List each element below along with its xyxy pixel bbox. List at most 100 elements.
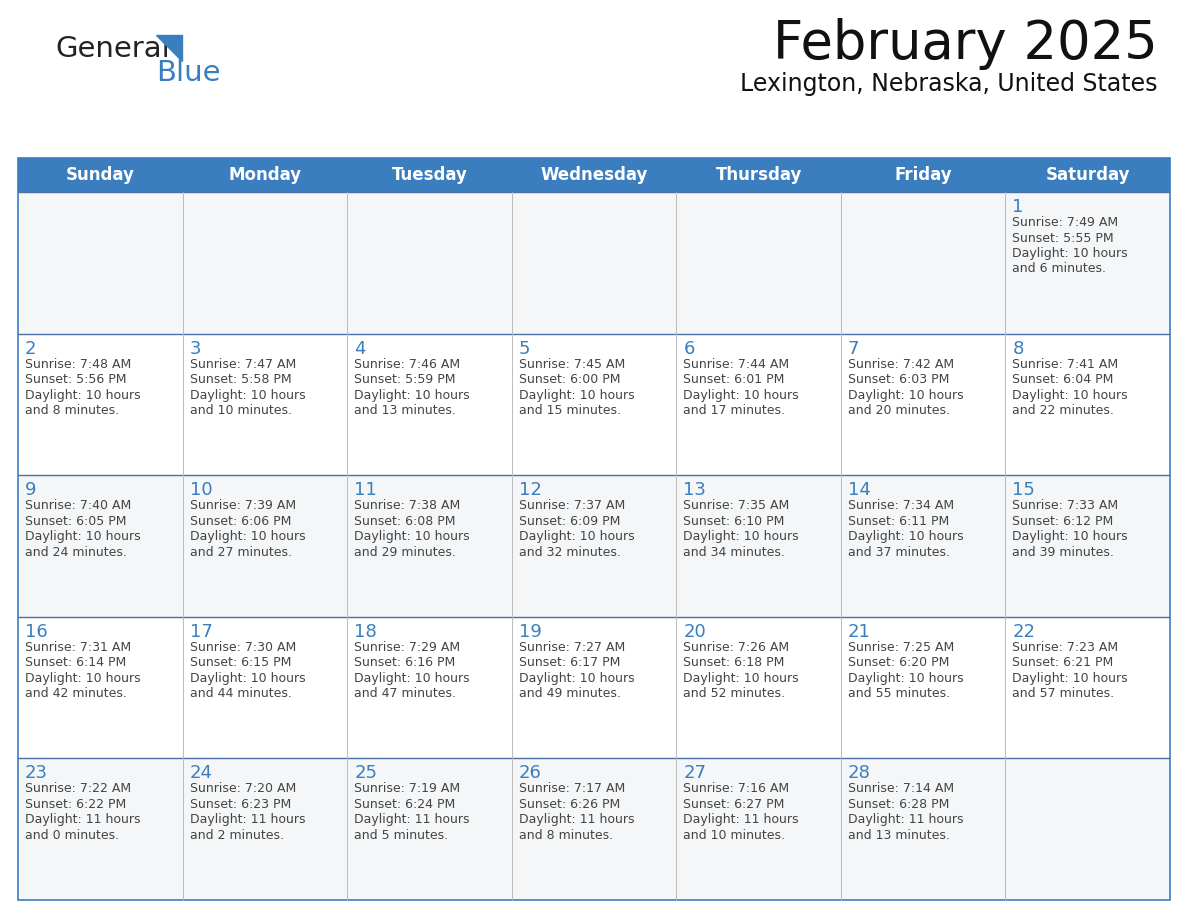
Text: and 10 minutes.: and 10 minutes. <box>683 829 785 842</box>
Bar <box>18 192 183 333</box>
Text: Sunset: 5:55 PM: Sunset: 5:55 PM <box>1012 231 1114 244</box>
Text: and 29 minutes.: and 29 minutes. <box>354 545 456 559</box>
Text: Daylight: 10 hours: Daylight: 10 hours <box>519 672 634 685</box>
Text: Sunset: 6:09 PM: Sunset: 6:09 PM <box>519 515 620 528</box>
Text: Friday: Friday <box>895 166 952 184</box>
Text: Sunrise: 7:33 AM: Sunrise: 7:33 AM <box>1012 499 1119 512</box>
Text: 28: 28 <box>848 765 871 782</box>
Text: February 2025: February 2025 <box>773 18 1158 70</box>
Text: Sunrise: 7:35 AM: Sunrise: 7:35 AM <box>683 499 790 512</box>
Text: Sunrise: 7:48 AM: Sunrise: 7:48 AM <box>25 358 131 371</box>
Text: and 13 minutes.: and 13 minutes. <box>354 404 456 417</box>
Text: Sunset: 6:14 PM: Sunset: 6:14 PM <box>25 656 126 669</box>
Text: Daylight: 10 hours: Daylight: 10 hours <box>848 531 963 543</box>
Text: Sunrise: 7:49 AM: Sunrise: 7:49 AM <box>1012 216 1119 229</box>
Text: Sunset: 6:17 PM: Sunset: 6:17 PM <box>519 656 620 669</box>
Text: Daylight: 11 hours: Daylight: 11 hours <box>848 813 963 826</box>
Text: Sunrise: 7:26 AM: Sunrise: 7:26 AM <box>683 641 789 654</box>
Text: 6: 6 <box>683 340 695 358</box>
Text: Sunrise: 7:34 AM: Sunrise: 7:34 AM <box>848 499 954 512</box>
Text: Sunset: 6:22 PM: Sunset: 6:22 PM <box>25 798 126 811</box>
Text: and 49 minutes.: and 49 minutes. <box>519 688 620 700</box>
Text: Sunset: 5:56 PM: Sunset: 5:56 PM <box>25 373 126 386</box>
Text: Wednesday: Wednesday <box>541 166 647 184</box>
Text: Sunrise: 7:30 AM: Sunrise: 7:30 AM <box>190 641 296 654</box>
Bar <box>676 758 841 900</box>
Text: Daylight: 10 hours: Daylight: 10 hours <box>1012 388 1129 401</box>
Text: Sunrise: 7:46 AM: Sunrise: 7:46 AM <box>354 358 460 371</box>
Bar <box>1005 617 1170 758</box>
Text: Daylight: 10 hours: Daylight: 10 hours <box>683 388 798 401</box>
Text: Sunrise: 7:19 AM: Sunrise: 7:19 AM <box>354 782 460 795</box>
Text: Sunset: 6:01 PM: Sunset: 6:01 PM <box>683 373 784 386</box>
Bar <box>347 192 512 333</box>
Text: 11: 11 <box>354 481 377 499</box>
Text: and 24 minutes.: and 24 minutes. <box>25 545 127 559</box>
Text: and 37 minutes.: and 37 minutes. <box>848 545 950 559</box>
Text: and 27 minutes.: and 27 minutes. <box>190 545 291 559</box>
Bar <box>183 476 347 617</box>
Text: 2: 2 <box>25 340 37 358</box>
Bar <box>347 617 512 758</box>
Text: and 47 minutes.: and 47 minutes. <box>354 688 456 700</box>
Text: Sunday: Sunday <box>65 166 134 184</box>
Text: Lexington, Nebraska, United States: Lexington, Nebraska, United States <box>740 72 1158 96</box>
Text: Sunrise: 7:38 AM: Sunrise: 7:38 AM <box>354 499 461 512</box>
Bar <box>512 617 676 758</box>
Text: Daylight: 10 hours: Daylight: 10 hours <box>1012 531 1129 543</box>
Text: 14: 14 <box>848 481 871 499</box>
Text: 27: 27 <box>683 765 707 782</box>
Text: 8: 8 <box>1012 340 1024 358</box>
Text: 9: 9 <box>25 481 37 499</box>
Text: and 22 minutes.: and 22 minutes. <box>1012 404 1114 417</box>
Text: and 15 minutes.: and 15 minutes. <box>519 404 620 417</box>
Text: Daylight: 10 hours: Daylight: 10 hours <box>519 388 634 401</box>
Text: Monday: Monday <box>228 166 302 184</box>
Text: Daylight: 10 hours: Daylight: 10 hours <box>354 531 469 543</box>
Text: 21: 21 <box>848 622 871 641</box>
Text: Sunset: 6:20 PM: Sunset: 6:20 PM <box>848 656 949 669</box>
Bar <box>18 758 183 900</box>
Text: Sunrise: 7:37 AM: Sunrise: 7:37 AM <box>519 499 625 512</box>
Bar <box>841 617 1005 758</box>
Text: Sunset: 5:59 PM: Sunset: 5:59 PM <box>354 373 456 386</box>
Bar <box>183 192 347 333</box>
Text: and 10 minutes.: and 10 minutes. <box>190 404 291 417</box>
Bar <box>183 333 347 476</box>
Text: 10: 10 <box>190 481 213 499</box>
Text: Tuesday: Tuesday <box>392 166 467 184</box>
Text: Sunrise: 7:17 AM: Sunrise: 7:17 AM <box>519 782 625 795</box>
Text: Sunrise: 7:25 AM: Sunrise: 7:25 AM <box>848 641 954 654</box>
Text: Sunrise: 7:22 AM: Sunrise: 7:22 AM <box>25 782 131 795</box>
Text: Daylight: 10 hours: Daylight: 10 hours <box>25 388 140 401</box>
Text: Daylight: 10 hours: Daylight: 10 hours <box>354 388 469 401</box>
Text: Sunset: 6:16 PM: Sunset: 6:16 PM <box>354 656 455 669</box>
Text: and 55 minutes.: and 55 minutes. <box>848 688 950 700</box>
Bar <box>512 333 676 476</box>
Text: Daylight: 10 hours: Daylight: 10 hours <box>190 531 305 543</box>
Text: Daylight: 10 hours: Daylight: 10 hours <box>25 672 140 685</box>
Bar <box>18 158 1170 900</box>
Text: and 8 minutes.: and 8 minutes. <box>519 829 613 842</box>
Text: Sunrise: 7:14 AM: Sunrise: 7:14 AM <box>848 782 954 795</box>
Text: Sunset: 6:06 PM: Sunset: 6:06 PM <box>190 515 291 528</box>
Text: Sunrise: 7:23 AM: Sunrise: 7:23 AM <box>1012 641 1119 654</box>
Text: Daylight: 11 hours: Daylight: 11 hours <box>25 813 140 826</box>
Text: and 6 minutes.: and 6 minutes. <box>1012 263 1106 275</box>
Text: Sunset: 6:08 PM: Sunset: 6:08 PM <box>354 515 456 528</box>
Text: Sunset: 6:00 PM: Sunset: 6:00 PM <box>519 373 620 386</box>
Text: and 5 minutes.: and 5 minutes. <box>354 829 448 842</box>
Text: Sunrise: 7:45 AM: Sunrise: 7:45 AM <box>519 358 625 371</box>
Text: Sunrise: 7:47 AM: Sunrise: 7:47 AM <box>190 358 296 371</box>
Text: and 17 minutes.: and 17 minutes. <box>683 404 785 417</box>
Text: Daylight: 10 hours: Daylight: 10 hours <box>848 672 963 685</box>
Text: General: General <box>55 35 170 63</box>
Text: Sunrise: 7:39 AM: Sunrise: 7:39 AM <box>190 499 296 512</box>
Text: Daylight: 10 hours: Daylight: 10 hours <box>354 672 469 685</box>
Bar <box>841 476 1005 617</box>
Bar <box>841 333 1005 476</box>
Bar <box>1005 192 1170 333</box>
Text: Sunrise: 7:40 AM: Sunrise: 7:40 AM <box>25 499 131 512</box>
Bar <box>512 192 676 333</box>
Text: and 44 minutes.: and 44 minutes. <box>190 688 291 700</box>
